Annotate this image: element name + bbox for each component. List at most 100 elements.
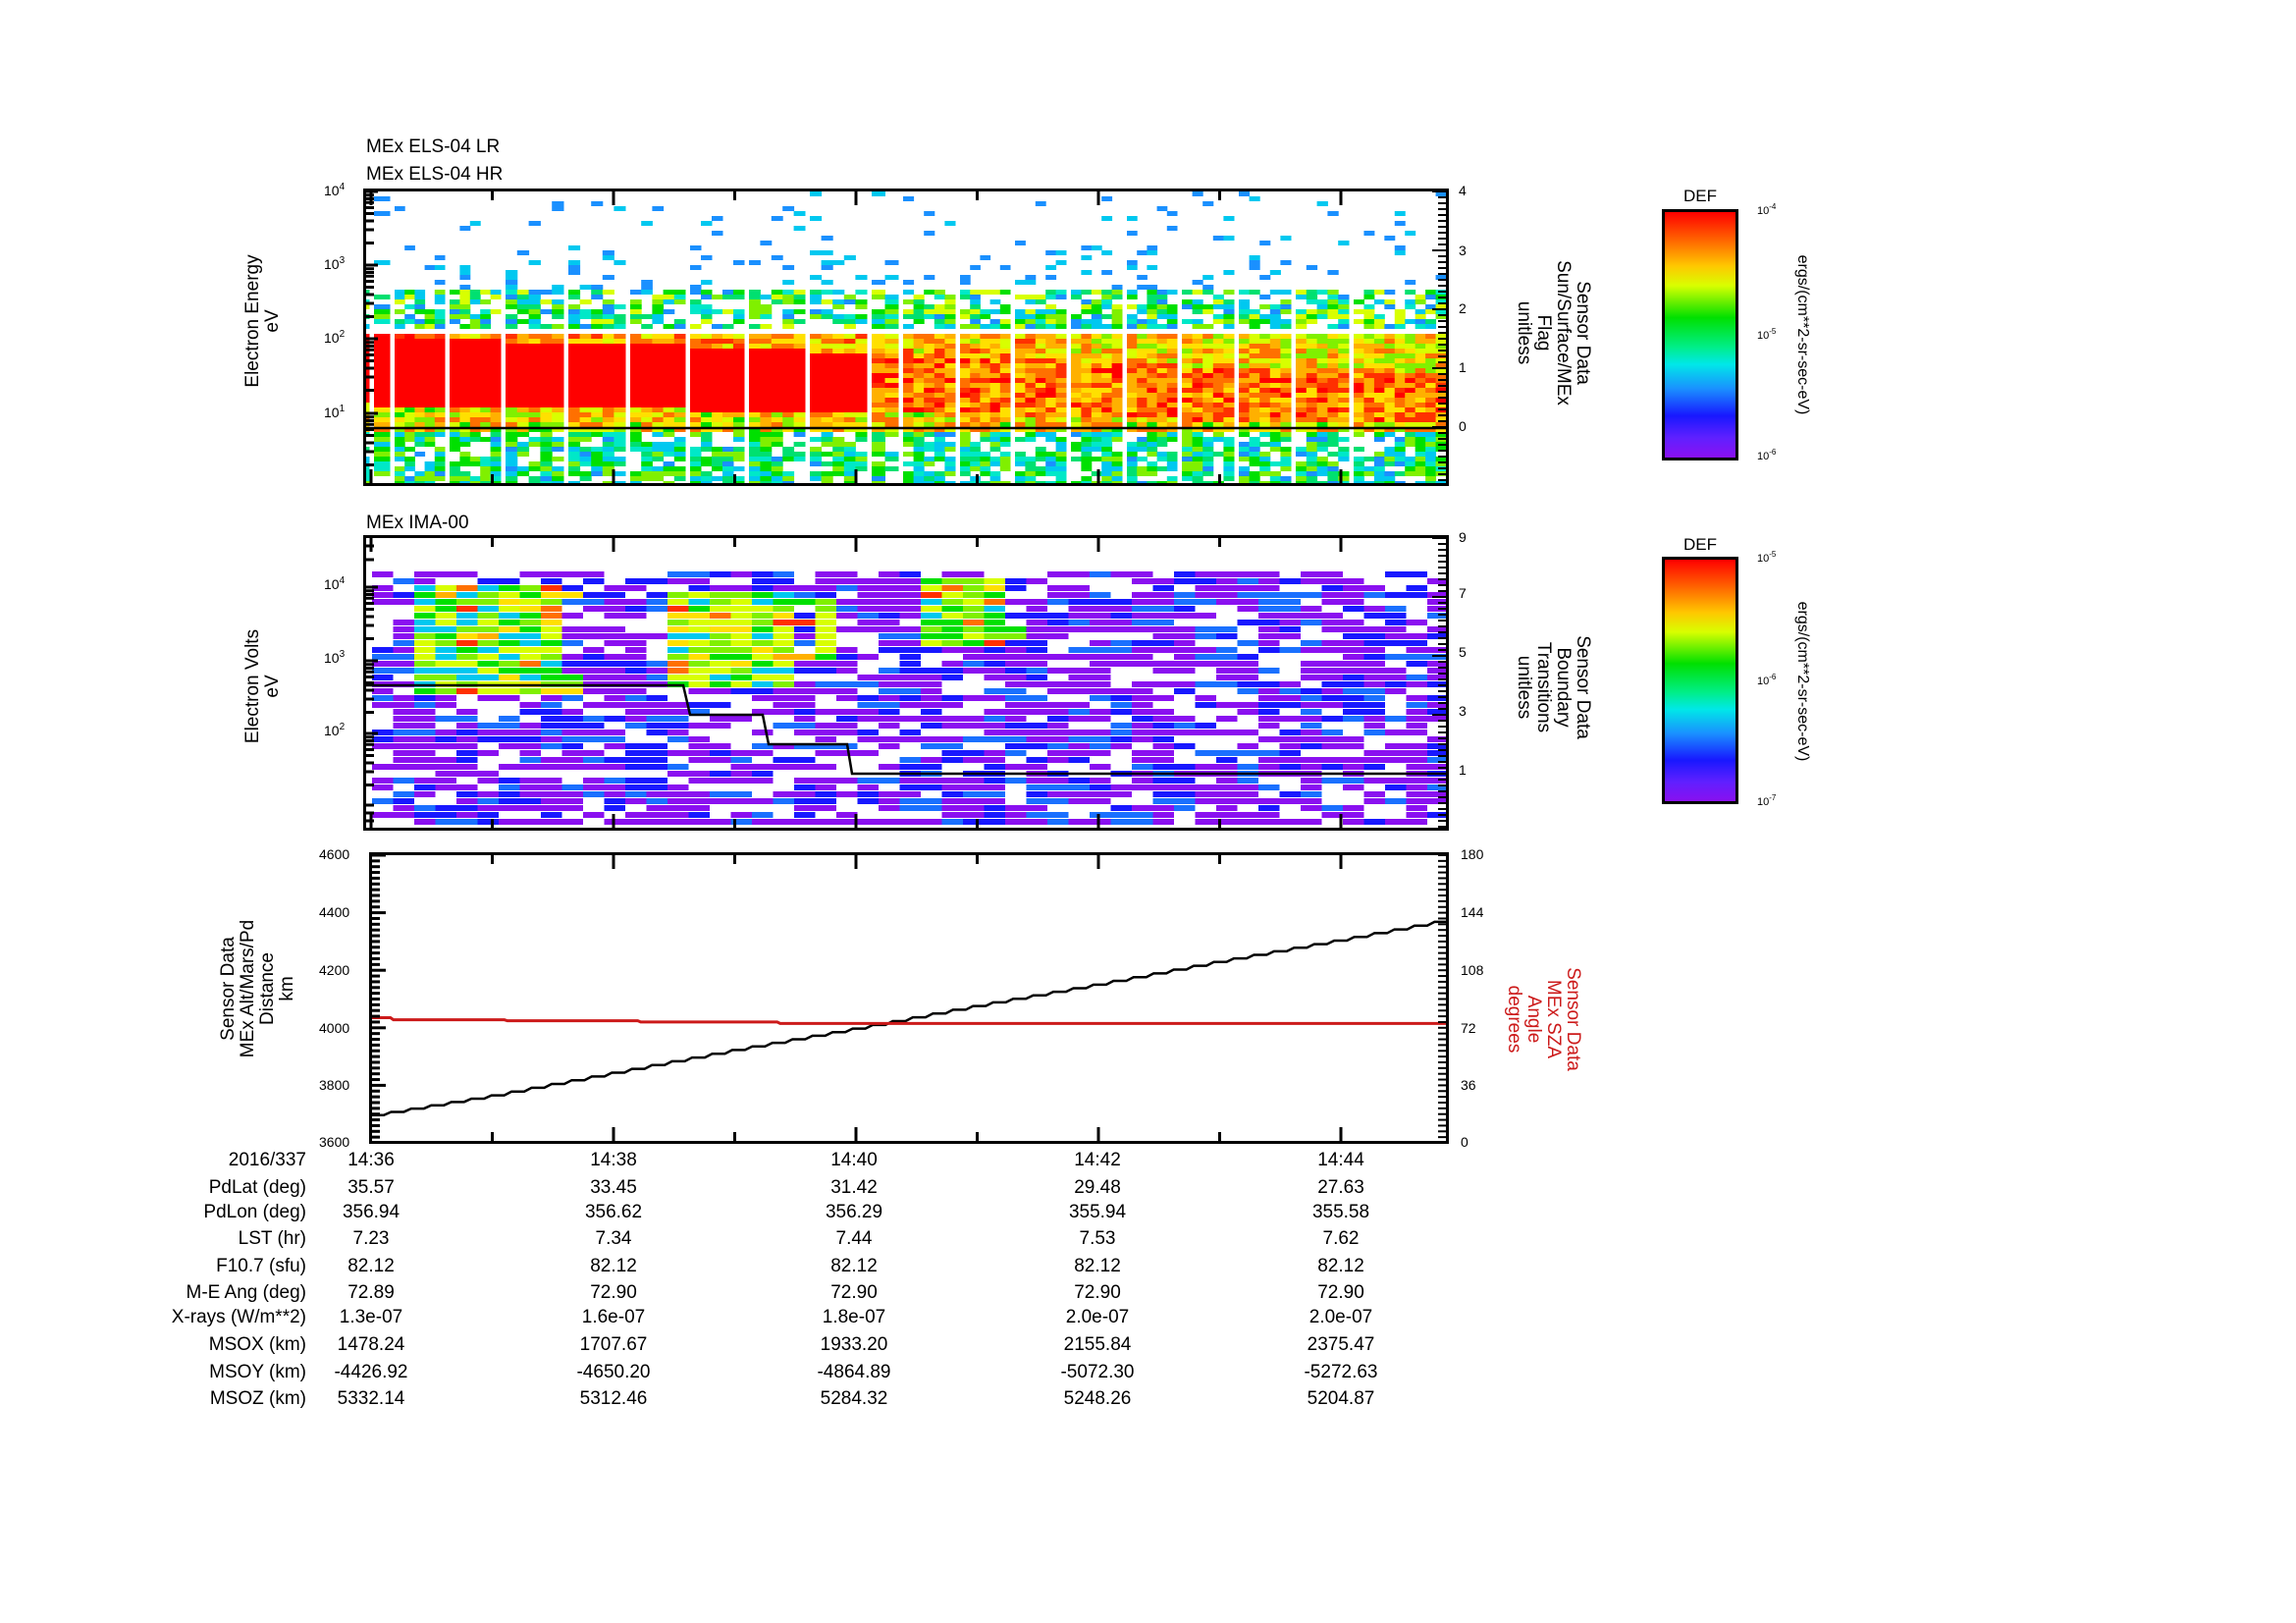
ephemeris-value: 82.12 <box>590 1256 637 1276</box>
panel1-ytick-1e3: 103 <box>324 255 346 272</box>
panel2-y2tick-3: 3 <box>1459 703 1467 719</box>
ephemeris-value: 355.58 <box>1311 1202 1370 1222</box>
ephemeris-row-label: F10.7 (sfu) <box>216 1256 306 1276</box>
panel3-ytick-3800: 3800 <box>319 1077 350 1093</box>
ephemeris-value: 2375.47 <box>1307 1334 1375 1355</box>
panel2-y2-label-line1: Sensor Data <box>1573 635 1593 739</box>
ephemeris-value: 5204.87 <box>1307 1388 1375 1409</box>
ephemeris-value: 72.89 <box>347 1282 395 1303</box>
panel2-y-label-line2: eV <box>262 675 283 698</box>
ephemeris-value: 5248.26 <box>1063 1388 1132 1409</box>
ephemeris-value: 33.45 <box>590 1177 637 1198</box>
ephemeris-value: 1.6e-07 <box>581 1307 646 1327</box>
ephemeris-value: -5272.63 <box>1304 1362 1378 1382</box>
ephemeris-row-label: LST (hr) <box>238 1228 306 1249</box>
colorbar1-unit-label: ergs/(cm**2-sr-sec-eV) <box>1794 254 1811 415</box>
colorbar2 <box>1662 557 1738 804</box>
panel2-y2-label-line3: Transitions <box>1533 641 1554 733</box>
colorbar2-title: DEF <box>1683 535 1717 554</box>
panel3-ytick-4000: 4000 <box>319 1020 350 1036</box>
panel2-title: MEx IMA-00 <box>366 513 469 533</box>
panel1-title-lr: MEx ELS-04 LR <box>366 136 501 157</box>
panel1-y-axis-label: Electron Energy eV <box>242 223 287 419</box>
colorbar2-unit-label: ergs/(cm**2-sr-sec-eV) <box>1794 601 1811 762</box>
ephemeris-row-label: X-rays (W/m**2) <box>171 1307 306 1327</box>
ephemeris-value: 7.62 <box>1322 1228 1360 1249</box>
panel3-y-label-line1: Sensor Data <box>218 937 239 1041</box>
ephemeris-value: 1478.24 <box>337 1334 405 1355</box>
panel3-y2tick-180: 180 <box>1461 846 1484 862</box>
panel1-y2-label-line2: Sun/Surface/MEx <box>1553 260 1574 406</box>
panel1-y2-label-line4: unitless <box>1514 300 1534 365</box>
ephemeris-value: 355.94 <box>1068 1202 1127 1222</box>
ephemeris-value: 5312.46 <box>579 1388 648 1409</box>
panel1-title-hr: MEx ELS-04 HR <box>366 164 504 185</box>
panel2-y2tick-1: 1 <box>1459 762 1467 778</box>
ephemeris-row-label: MSOY (km) <box>209 1362 306 1382</box>
ephemeris-value: -5072.30 <box>1060 1362 1135 1382</box>
panel3-y-label-line4: km <box>277 976 297 1001</box>
ephemeris-value: 7.34 <box>595 1228 632 1249</box>
colorbar2-label-max: 10-5 <box>1757 550 1777 565</box>
ephemeris-value: 72.90 <box>1317 1282 1364 1303</box>
colorbar1-label-max: 10-4 <box>1757 202 1777 217</box>
time-axis-label: 14:40 <box>830 1150 878 1170</box>
ephemeris-row-label: PdLon (deg) <box>203 1202 306 1222</box>
panel2-y-label-line1: Electron Volts <box>242 628 263 744</box>
panel2-y2tick-5: 5 <box>1459 644 1467 660</box>
ephemeris-row-label: PdLat (deg) <box>208 1177 306 1198</box>
panel3-y2-label-line4: degrees <box>1504 985 1524 1054</box>
panel1-y2tick-4: 4 <box>1459 183 1467 198</box>
panel1-y2tick-0: 0 <box>1459 418 1467 434</box>
panel3-y-label-line3: Distance <box>257 952 278 1025</box>
time-axis-label: 14:44 <box>1317 1150 1364 1170</box>
ephemeris-value: 7.53 <box>1079 1228 1116 1249</box>
ephemeris-value: 72.90 <box>590 1282 637 1303</box>
panel2-ytick-1e3: 103 <box>324 649 346 666</box>
panel2-y2-label-line2: Boundary <box>1553 647 1574 728</box>
panel1-y2-label-line1: Sensor Data <box>1573 281 1593 385</box>
orbit-line-plot <box>369 852 1449 1144</box>
panel2-y2-label-line4: unitless <box>1514 655 1534 720</box>
panel3-y2tick-108: 108 <box>1461 962 1484 978</box>
panel2-ytick-1e4: 104 <box>324 575 346 592</box>
ephemeris-value: -4426.92 <box>334 1362 408 1382</box>
panel3-ytick-3600: 3600 <box>319 1134 350 1150</box>
ephemeris-value: 356.29 <box>825 1202 883 1222</box>
ephemeris-row-label: MSOZ (km) <box>209 1388 306 1409</box>
ephemeris-value: 356.62 <box>584 1202 643 1222</box>
panel1-ytick-1e2: 102 <box>324 329 346 346</box>
ephemeris-value: 1933.20 <box>820 1334 888 1355</box>
ephemeris-value: 82.12 <box>830 1256 878 1276</box>
panel1-y2tick-1: 1 <box>1459 359 1467 375</box>
ephemeris-value: 7.44 <box>835 1228 873 1249</box>
panel3-ytick-4200: 4200 <box>319 962 350 978</box>
colorbar2-label-mid: 10-6 <box>1757 673 1777 687</box>
panel2-ytick-1e2: 102 <box>324 722 346 738</box>
colorbar1-title: DEF <box>1683 187 1717 205</box>
colorbar1-label-min: 10-6 <box>1757 448 1777 462</box>
ephemeris-value: 31.42 <box>830 1177 878 1198</box>
panel3-y2-axis-label: Sensor Data MEx SZA Angle degrees <box>1500 921 1583 1117</box>
panel2-y-axis-label: Electron Volts eV <box>242 588 287 784</box>
panel3-y2-label-line3: Angle <box>1523 995 1544 1044</box>
panel3-ytick-4600: 4600 <box>319 846 350 862</box>
ephemeris-value: 7.23 <box>352 1228 390 1249</box>
ephemeris-row-label: M-E Ang (deg) <box>186 1282 307 1303</box>
ephemeris-row-label: MSOX (km) <box>208 1334 306 1355</box>
els-spectrogram <box>363 189 1449 486</box>
panel3-y-axis-label: Sensor Data MEx Alt/Mars/Pd Distance km <box>218 876 301 1102</box>
panel1-y-label-line2: eV <box>262 309 283 333</box>
ephemeris-value: 356.94 <box>342 1202 400 1222</box>
ephemeris-value: 72.90 <box>830 1282 878 1303</box>
ephemeris-value: 1707.67 <box>579 1334 648 1355</box>
panel3-y2-label-line1: Sensor Data <box>1563 967 1583 1071</box>
panel3-ytick-4400: 4400 <box>319 904 350 920</box>
ephemeris-value: 72.90 <box>1074 1282 1121 1303</box>
ephemeris-value: 5284.32 <box>820 1388 888 1409</box>
ephemeris-value: 5332.14 <box>337 1388 405 1409</box>
panel3-y2-label-line2: MEx SZA <box>1543 979 1564 1059</box>
panel3-y2tick-0: 0 <box>1461 1134 1468 1150</box>
panel3-y2tick-36: 36 <box>1461 1077 1476 1093</box>
panel3-y2tick-72: 72 <box>1461 1020 1476 1036</box>
